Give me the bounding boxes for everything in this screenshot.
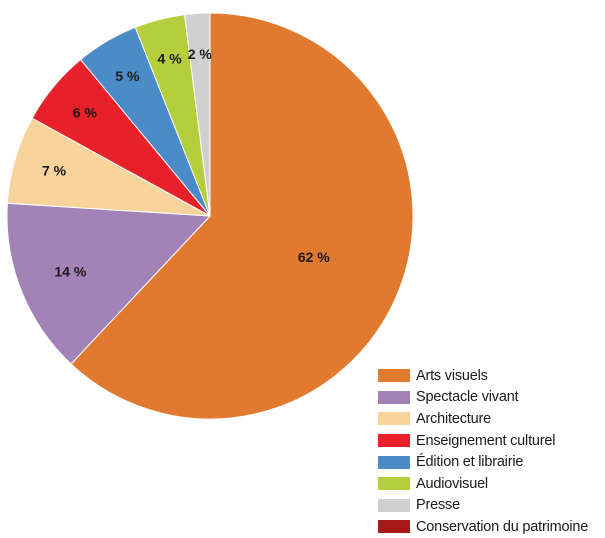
- data-label-spectacle-vivant: 14 %: [54, 263, 86, 279]
- data-label-edition-et-librairie: 5 %: [115, 68, 140, 84]
- legend-item-presse: Presse: [378, 495, 588, 517]
- legend-label: Audiovisuel: [416, 475, 488, 492]
- pie-slice-arts-visuels: [70, 12, 414, 420]
- legend-item-spectacle-vivant: Spectacle vivant: [378, 387, 588, 409]
- pie-slice-presse: [183, 12, 211, 217]
- legend-item-edition-et-librairie: Édition et librairie: [378, 451, 588, 473]
- legend-swatch: [378, 369, 410, 383]
- legend-item-arts-visuels: Arts visuels: [378, 365, 588, 387]
- legend-swatch: [378, 412, 410, 426]
- pie-slice-labels: 62 % 14 % 7 % 6 % 5 % 4 % 2 %: [42, 46, 330, 279]
- data-label-arts-visuels: 62 %: [298, 249, 330, 265]
- data-label-enseignement-culturel: 6 %: [73, 104, 98, 120]
- legend-label: Arts visuels: [416, 367, 488, 384]
- pie-slice-spectacle-vivant: [6, 202, 212, 365]
- legend-swatch: [378, 434, 410, 448]
- legend-label: Édition et librairie: [416, 454, 524, 471]
- legend-swatch: [378, 498, 410, 512]
- legend-label: Presse: [416, 497, 460, 514]
- pie-slices: [6, 12, 414, 420]
- legend-swatch: [378, 455, 410, 469]
- data-label-audiovisuel: 4 %: [158, 51, 183, 67]
- legend-label: Enseignement culturel: [416, 432, 556, 449]
- legend-item-audiovisuel: Audiovisuel: [378, 473, 588, 495]
- data-label-architecture: 7 %: [42, 163, 67, 179]
- legend-swatch: [378, 390, 410, 404]
- legend-label: Conservation du patrimoine: [416, 518, 589, 535]
- legend-swatch: [378, 520, 410, 534]
- legend-item-conservation-du-patrimoine: Conservation du patrimoine: [378, 516, 588, 538]
- legend-label: Architecture: [416, 410, 491, 427]
- legend-item-architecture: Architecture: [378, 408, 588, 430]
- legend-swatch: [378, 477, 410, 491]
- legend: Arts visuels Spectacle vivant Architecture…: [378, 365, 588, 538]
- data-label-presse: 2 %: [188, 46, 213, 62]
- legend-item-enseignement-culturel: Enseignement culturel: [378, 430, 588, 452]
- legend-label: Spectacle vivant: [416, 389, 519, 406]
